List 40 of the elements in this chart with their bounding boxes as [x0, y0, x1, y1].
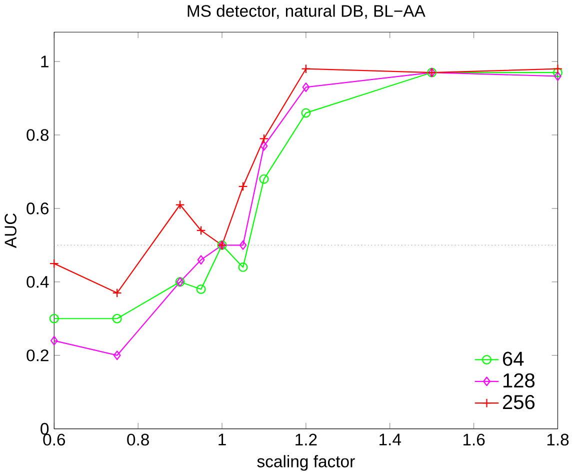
- point: [239, 240, 247, 250]
- y-tick-label: 0.6: [26, 202, 49, 214]
- chart-title: MS detector, natural DB, BL−AA: [188, 4, 426, 19]
- point: [260, 141, 268, 151]
- point: [259, 174, 269, 184]
- point: [302, 82, 310, 92]
- point: [259, 134, 269, 144]
- y-tick-label: 0.4: [26, 276, 49, 288]
- point: [197, 254, 205, 264]
- point: [112, 314, 122, 324]
- x-tick-label: 1: [218, 434, 226, 446]
- x-axis-title: scaling factor: [257, 454, 355, 471]
- point: [301, 108, 311, 118]
- point: [112, 288, 122, 298]
- legend-label: 64: [502, 352, 524, 366]
- point: [50, 336, 58, 346]
- point: [175, 200, 185, 210]
- legend-label: 256: [502, 394, 535, 410]
- point: [238, 182, 248, 191]
- point: [49, 314, 59, 324]
- point: [196, 284, 206, 294]
- x-tick-label: 1.6: [463, 434, 485, 446]
- legend-label: 128: [503, 373, 535, 388]
- point: [49, 258, 59, 268]
- point: [196, 226, 206, 236]
- y-tick-label: 0.8: [26, 128, 49, 141]
- point: [301, 64, 311, 74]
- y-tick-label: 0.2: [26, 349, 48, 362]
- y-tick-label: 0: [40, 422, 49, 435]
- x-tick-label: 1.8: [547, 434, 569, 446]
- point: [113, 350, 121, 360]
- x-tick-label: 1.2: [296, 434, 317, 446]
- point: [553, 68, 562, 78]
- point: [554, 71, 562, 81]
- y-tick-label: 1: [41, 56, 48, 68]
- x-tick-label: 1.4: [380, 434, 401, 446]
- y-axis-title: AUC: [4, 213, 16, 248]
- point: [238, 262, 248, 272]
- point: [553, 64, 562, 74]
- x-tick-label: 0.8: [127, 434, 149, 446]
